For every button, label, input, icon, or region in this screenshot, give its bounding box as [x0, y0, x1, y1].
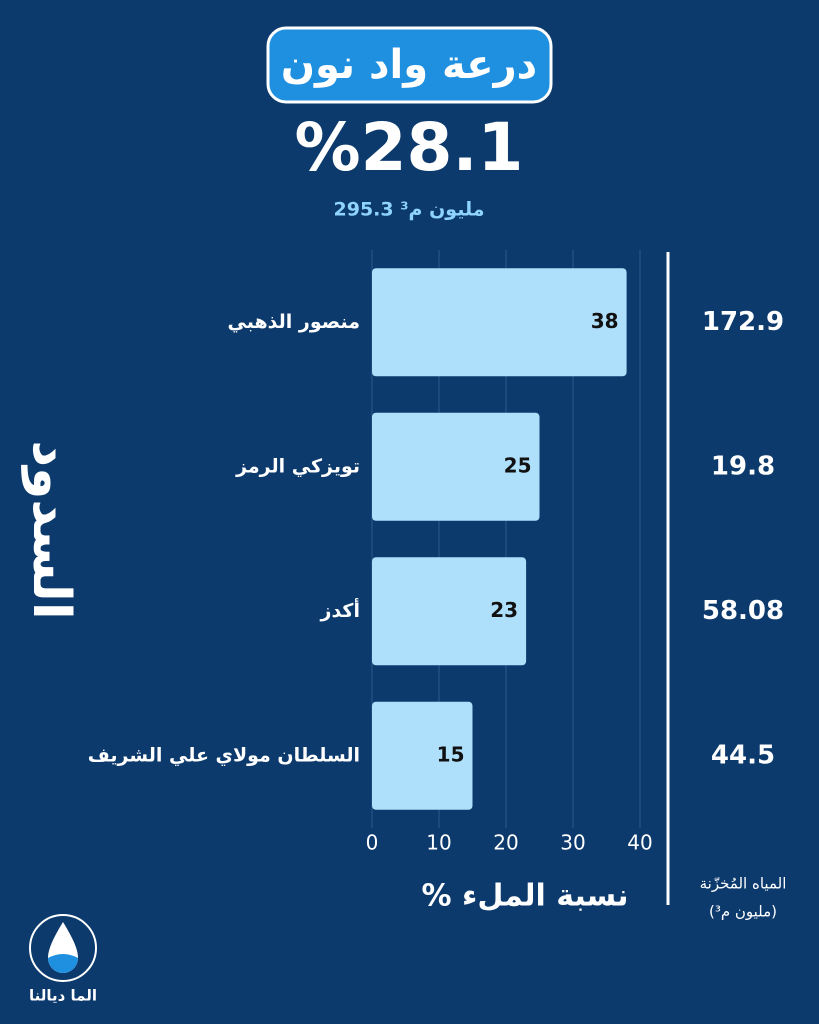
stored-value: 58.08: [702, 596, 784, 626]
value-label: 23: [490, 598, 518, 622]
stored-volume: 295.3 مليون م³: [334, 199, 485, 221]
title-pill: [266, 26, 553, 104]
title: درعة واد نون: [281, 42, 537, 88]
logo-icon: [29, 914, 97, 982]
bar: [372, 557, 527, 666]
x-tick-label: 20: [493, 831, 518, 855]
category-label: تويزكي الرمز: [235, 455, 360, 477]
bar: [372, 268, 627, 377]
stored-value: 44.5: [711, 740, 775, 770]
logo-text: الما ديالنا: [29, 987, 97, 1005]
stored-title: المياه المُخزّنة: [700, 875, 787, 893]
stored-unit: (مليون م³): [709, 903, 777, 921]
category-label: أكدز: [320, 598, 360, 622]
stored-value: 19.8: [711, 451, 775, 481]
value-label: 25: [504, 453, 532, 477]
x-tick-label: 40: [627, 831, 652, 855]
x-tick-label: 0: [366, 831, 379, 855]
fill-rate: %28.1: [295, 109, 524, 186]
bar: [372, 701, 473, 810]
category-label: السلطان مولاي علي الشريف: [88, 744, 360, 767]
y-axis-label: السدود: [21, 440, 81, 619]
bar: [372, 412, 540, 521]
value-label: 38: [591, 309, 619, 333]
value-label: 15: [437, 742, 465, 766]
stored-value: 172.9: [702, 307, 784, 337]
x-tick-label: 10: [426, 831, 451, 855]
category-label: منصور الذهبي: [228, 311, 360, 333]
x-tick-label: 30: [560, 831, 585, 855]
x-axis-label: نسبة الملء %: [422, 879, 629, 914]
